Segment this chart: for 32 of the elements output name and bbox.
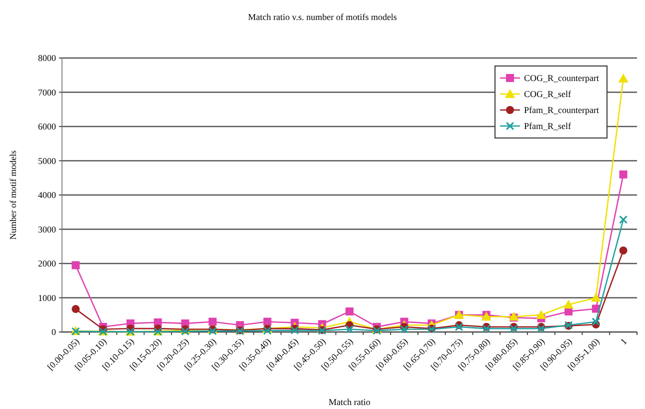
y-axis-title: Number of motif models <box>8 150 18 240</box>
point <box>346 307 354 316</box>
point <box>72 261 80 270</box>
y-tick-label: 8000 <box>38 53 56 64</box>
point <box>208 318 217 326</box>
y-tick-label: 6000 <box>38 122 56 132</box>
point <box>619 216 628 224</box>
x-tick-label: 1 <box>618 336 629 347</box>
y-tick-label: 4000 <box>38 190 56 200</box>
y-tick-label: 5000 <box>38 156 56 166</box>
y-tick-label: 1000 <box>38 292 56 303</box>
legend-label: COG_R_counterpart <box>524 73 600 84</box>
point <box>72 305 80 314</box>
y-tick-label: 7000 <box>38 87 56 98</box>
legend-label: Pfam_R_self <box>524 121 571 132</box>
point <box>592 318 600 326</box>
point <box>619 170 628 178</box>
point <box>536 310 546 319</box>
point <box>346 325 354 334</box>
y-tick-label: 3000 <box>38 224 56 234</box>
point <box>590 292 601 302</box>
point <box>619 246 628 254</box>
point <box>400 325 408 334</box>
chart-title: Match ratio v.s. number of motifs models <box>248 12 398 22</box>
legend-label: Pfam_R_counterpart <box>524 105 600 116</box>
point <box>564 300 574 309</box>
y-tick-label: 0 <box>52 327 56 338</box>
legend-label: COG_R_self <box>524 89 571 100</box>
point <box>618 74 628 83</box>
point <box>263 318 272 326</box>
x-axis-title: Match ratio <box>328 397 371 407</box>
y-tick-label: 2000 <box>38 258 56 269</box>
